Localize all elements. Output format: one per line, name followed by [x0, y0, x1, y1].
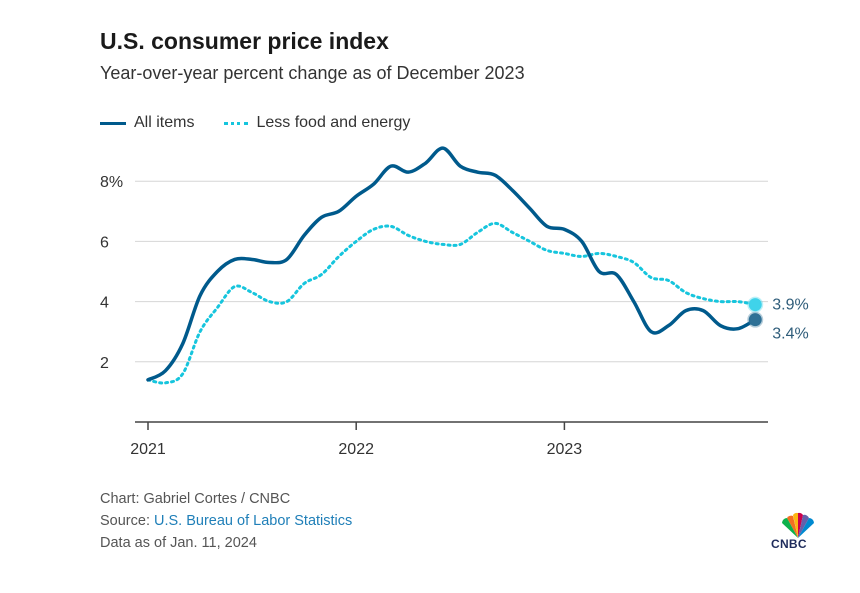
legend-swatch-solid: [100, 121, 126, 125]
legend-swatch-dotted: [224, 121, 249, 125]
end-marker-all-items: [747, 311, 764, 328]
legend-item-core: Less food and energy: [224, 114, 410, 132]
source-prefix: Source:: [100, 513, 154, 529]
chart-source: Source: U.S. Bureau of Labor Statistics: [100, 510, 352, 532]
end-marker-less-food-and-energy: [747, 296, 764, 313]
legend-label-all-items: All items: [134, 114, 195, 131]
y-tick-label: 6: [100, 234, 109, 251]
chart-credit: Chart: Gabriel Cortes / CNBC: [100, 491, 291, 507]
y-tick-label: 8%: [100, 174, 123, 191]
y-tick-label: 4: [100, 295, 109, 312]
series-line-all-items: [146, 146, 757, 382]
y-tick-label: 2: [100, 355, 109, 372]
nbc-peacock-icon: [782, 512, 814, 538]
end-label-core: 3.9%: [772, 297, 808, 314]
chart-title: U.S. consumer price index: [100, 28, 389, 54]
x-tick-label: 2022: [338, 441, 374, 458]
end-label-all-items: 3.4%: [772, 326, 808, 343]
cnbc-logo-text: CNBC: [771, 537, 807, 551]
chart-legend: All items Less food and energy: [100, 114, 440, 132]
data-as-of: Data as of Jan. 11, 2024: [100, 535, 257, 551]
legend-item-all-items: All items: [100, 114, 194, 132]
chart-footer: Chart: Gabriel Cortes / CNBC Source: U.S…: [100, 488, 352, 554]
chart-subtitle: Year-over-year percent change as of Dece…: [100, 63, 525, 83]
x-tick-label: 2023: [547, 441, 583, 458]
x-tick-label: 2021: [130, 441, 166, 458]
legend-label-core: Less food and energy: [256, 114, 411, 131]
series-line-less-food-and-energy: [146, 221, 757, 385]
source-link[interactable]: U.S. Bureau of Labor Statistics: [154, 513, 353, 529]
